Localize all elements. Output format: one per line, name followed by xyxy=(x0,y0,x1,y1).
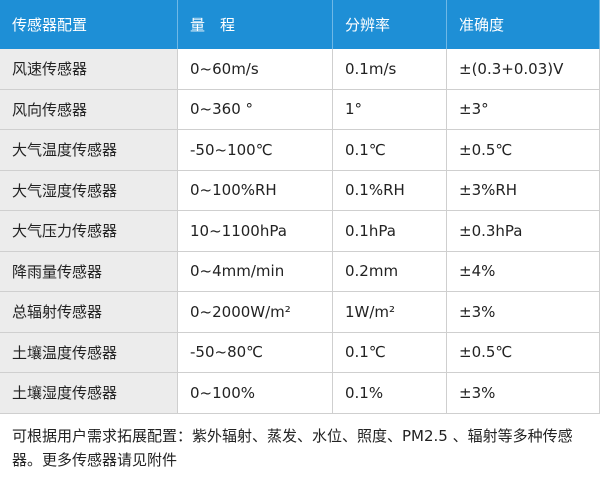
cell: 0.1%RH xyxy=(333,170,447,211)
cell: 0.1℃ xyxy=(333,332,447,373)
cell: 0~60m/s xyxy=(178,49,333,90)
cell: 0~360 ° xyxy=(178,89,333,130)
cell: ±3%RH xyxy=(447,170,600,211)
cell: 1° xyxy=(333,89,447,130)
cell: 1W/m² xyxy=(333,292,447,333)
header-cell: 量 程 xyxy=(178,0,333,49)
cell: ±0.5℃ xyxy=(447,332,600,373)
cell: ±3° xyxy=(447,89,600,130)
row-label: 大气压力传感器 xyxy=(0,211,178,252)
row-label: 风速传感器 xyxy=(0,49,178,90)
row-label: 降雨量传感器 xyxy=(0,251,178,292)
cell: -50~100℃ xyxy=(178,130,333,171)
header-cell: 准确度 xyxy=(447,0,600,49)
cell: 0.1% xyxy=(333,373,447,414)
row-label: 风向传感器 xyxy=(0,89,178,130)
cell: 0~100%RH xyxy=(178,170,333,211)
cell: -50~80℃ xyxy=(178,332,333,373)
cell: ±0.5℃ xyxy=(447,130,600,171)
cell: 0.1m/s xyxy=(333,49,447,90)
cell: ±3% xyxy=(447,292,600,333)
cell: ±4% xyxy=(447,251,600,292)
header-cell: 传感器配置 xyxy=(0,0,178,49)
row-label: 大气湿度传感器 xyxy=(0,170,178,211)
row-label: 大气温度传感器 xyxy=(0,130,178,171)
row-label: 土壤温度传感器 xyxy=(0,332,178,373)
cell: ±(0.3+0.03)V xyxy=(447,49,600,90)
cell: 0~100% xyxy=(178,373,333,414)
cell: ±0.3hPa xyxy=(447,211,600,252)
cell: 0.2mm xyxy=(333,251,447,292)
note: 可根据用户需求拓展配置：紫外辐射、蒸发、水位、照度、PM2.5 、辐射等多种传感… xyxy=(12,427,573,469)
cell: 0.1hPa xyxy=(333,211,447,252)
cell: 0~2000W/m² xyxy=(178,292,333,333)
cell: 0~4mm/min xyxy=(178,251,333,292)
cell: 0.1℃ xyxy=(333,130,447,171)
cell: 10~1100hPa xyxy=(178,211,333,252)
cell: ±3% xyxy=(447,373,600,414)
row-label: 总辐射传感器 xyxy=(0,292,178,333)
row-label: 土壤湿度传感器 xyxy=(0,373,178,414)
header-cell: 分辨率 xyxy=(333,0,447,49)
